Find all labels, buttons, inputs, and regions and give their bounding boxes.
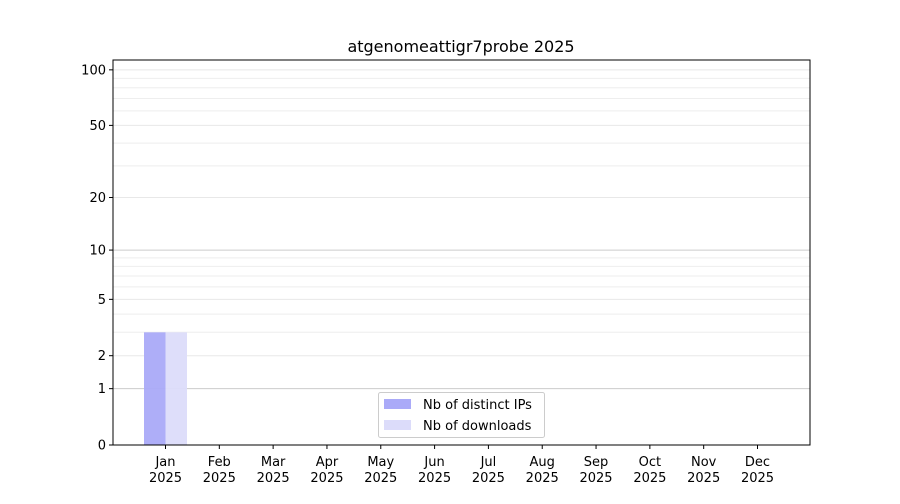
legend-label-ips: Nb of distinct IPs [423,398,532,413]
legend: Nb of distinct IPs Nb of downloads [378,392,545,438]
grid [113,69,810,446]
x-tick-label: Mar [261,455,286,470]
plot-frame [112,59,811,446]
x-tick-label: Nov [691,455,717,470]
bar-distinct-ips [144,332,166,445]
x-tick-label: Jan [154,455,175,470]
y-tick-label: 0 [98,439,106,454]
y-axis: 0 1 2 5 10 20 50 100 [81,63,113,454]
y-tick-label: 1 [98,382,106,397]
chart-title: atgenomeattigr7probe 2025 [347,37,574,56]
legend-frame [378,392,545,438]
x-tick-label: Aug [530,455,555,470]
bar-downloads [165,332,187,445]
x-tick-label: 2025 [310,471,343,486]
legend-swatch-downloads [384,420,411,430]
x-tick-label: 2025 [257,471,290,486]
x-tick-label: 2025 [472,471,505,486]
x-tick-label: Apr [316,455,339,470]
y-tick-label: 100 [81,63,106,78]
x-tick-label: Oct [639,455,661,470]
y-tick-label: 10 [89,244,106,259]
x-tick-label: 2025 [418,471,451,486]
x-tick-label: 2025 [579,471,612,486]
y-tick-label: 5 [98,293,106,308]
legend-swatch-ips [384,399,411,409]
bars [144,332,187,445]
x-tick-label: 2025 [364,471,397,486]
x-tick-label: 2025 [633,471,666,486]
x-tick-label: 2025 [526,471,559,486]
legend-label-downloads: Nb of downloads [423,419,532,434]
x-tick-label: 2025 [149,471,182,486]
y-tick-label: 20 [89,191,106,206]
x-tick-label: Sep [584,455,609,470]
y-tick-label: 50 [89,119,106,134]
x-tick-label: Jun [423,455,444,470]
x-tick-label: May [367,455,394,470]
y-tick-label: 2 [98,349,106,364]
x-tick-label: Dec [745,455,770,470]
x-tick-label: Jul [480,455,497,470]
x-tick-label: 2025 [203,471,236,486]
x-tick-label: 2025 [741,471,774,486]
x-tick-label: 2025 [687,471,720,486]
x-tick-label: Feb [208,455,231,470]
x-axis: Jan2025Feb2025Mar2025Apr2025May2025Jun20… [149,445,774,486]
